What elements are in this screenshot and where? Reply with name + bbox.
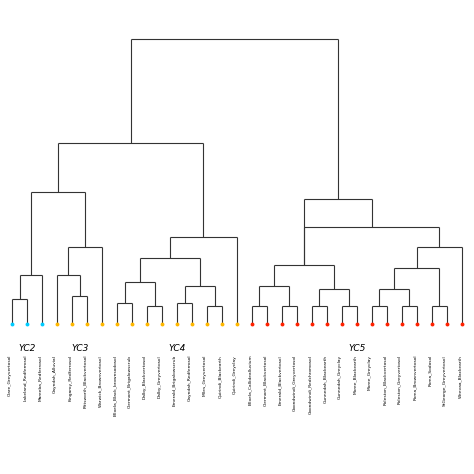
Text: Emerald_Brigalowscrub: Emerald_Brigalowscrub bbox=[173, 355, 177, 406]
Text: Biloela_Callidealluvium: Biloela_Callidealluvium bbox=[248, 355, 252, 405]
Text: Goondwindi_Greyvertosol: Goondwindi_Greyvertosol bbox=[293, 355, 297, 411]
Text: Dalby_Blackvertosol: Dalby_Blackvertosol bbox=[143, 355, 147, 399]
Text: YC4: YC4 bbox=[168, 345, 186, 354]
Text: Gunnedah_Blackearth: Gunnedah_Blackearth bbox=[323, 355, 327, 403]
Text: Gunnedah_Greyclay: Gunnedah_Greyclay bbox=[338, 355, 342, 399]
Text: Moree_Blackearth: Moree_Blackearth bbox=[353, 355, 357, 394]
Text: Gayndah_Redferrosol: Gayndah_Redferrosol bbox=[188, 355, 192, 401]
Text: Quirindi_Greyclay: Quirindi_Greyclay bbox=[233, 355, 237, 393]
Text: Goondwindi_Redchromosol: Goondwindi_Redchromosol bbox=[308, 355, 312, 414]
Text: Lakeland_Redferrosol: Lakeland_Redferrosol bbox=[23, 355, 27, 401]
Text: Miles_Greyvertosol: Miles_Greyvertosol bbox=[203, 355, 207, 396]
Text: Clermont_Blackvertosol: Clermont_Blackvertosol bbox=[263, 355, 267, 406]
Text: Gayndah_Alluvial: Gayndah_Alluvial bbox=[53, 355, 57, 393]
Text: Warwick_Brownvertosol: Warwick_Brownvertosol bbox=[98, 355, 102, 407]
Text: YC5: YC5 bbox=[348, 345, 365, 354]
Text: Biloela_Black_brownsodosol: Biloela_Black_brownsodosol bbox=[113, 355, 117, 416]
Text: Roleston_Greyvertosol: Roleston_Greyvertosol bbox=[398, 355, 402, 404]
Text: Kingaroy_Redferrosol: Kingaroy_Redferrosol bbox=[68, 355, 72, 401]
Text: Quirindi_Blackearth: Quirindi_Blackearth bbox=[218, 355, 222, 398]
Text: StGeorge_Greyvertosol: StGeorge_Greyvertosol bbox=[443, 355, 447, 406]
Text: Roma_Sodosol: Roma_Sodosol bbox=[428, 355, 432, 386]
Text: Roleston_Blackvertosol: Roleston_Blackvertosol bbox=[383, 355, 387, 405]
Text: YC3: YC3 bbox=[71, 345, 88, 354]
Text: Emerald_Blackvertosol: Emerald_Blackvertosol bbox=[278, 355, 282, 405]
Text: Clare_Greyvertosol: Clare_Greyvertosol bbox=[8, 355, 12, 396]
Text: Weevaa_Blackearth: Weevaa_Blackearth bbox=[458, 355, 462, 398]
Text: Mareeba_Redferrosol: Mareeba_Redferrosol bbox=[38, 355, 42, 401]
Text: YC2: YC2 bbox=[18, 345, 36, 354]
Text: Pittsworth_Blackvertosol: Pittsworth_Blackvertosol bbox=[83, 355, 87, 409]
Text: Roma_Brownvertosol: Roma_Brownvertosol bbox=[413, 355, 417, 401]
Text: Dalby_Greyvertosol: Dalby_Greyvertosol bbox=[158, 355, 162, 398]
Text: Clermont_Brigalowscrub: Clermont_Brigalowscrub bbox=[128, 355, 132, 408]
Text: Moree_Greyclay: Moree_Greyclay bbox=[368, 355, 372, 390]
